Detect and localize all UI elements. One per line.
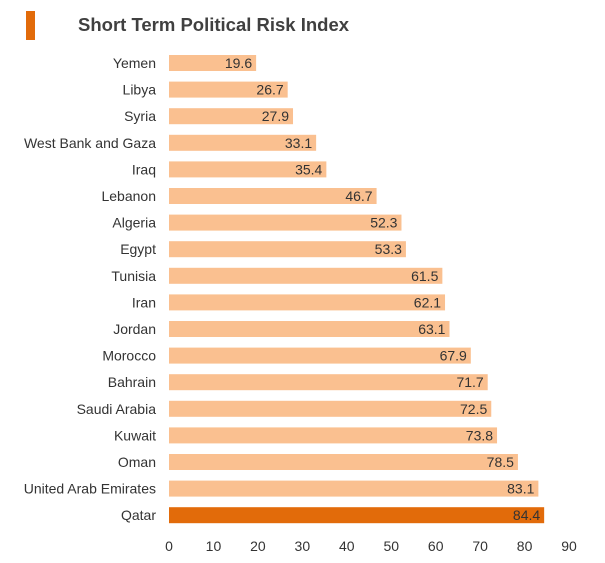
value-label: 35.4 bbox=[295, 161, 322, 177]
value-label: 27.9 bbox=[262, 108, 289, 124]
bar-united-arab-emirates bbox=[169, 480, 539, 497]
x-tick-label: 80 bbox=[517, 538, 533, 554]
category-label: Lebanon bbox=[101, 188, 156, 204]
category-label: Bahrain bbox=[108, 374, 156, 390]
value-label: 26.7 bbox=[256, 82, 283, 98]
category-label: Yemen bbox=[113, 55, 156, 71]
value-label: 67.9 bbox=[440, 348, 467, 364]
category-label: Oman bbox=[118, 454, 156, 470]
bar-oman bbox=[169, 454, 518, 470]
bar-west-bank-and-gaza bbox=[169, 134, 317, 151]
x-tick-label: 0 bbox=[165, 538, 173, 554]
value-label: 33.1 bbox=[285, 135, 312, 151]
category-label: Morocco bbox=[102, 348, 156, 364]
bar-iraq bbox=[169, 161, 327, 178]
value-label: 84.4 bbox=[513, 507, 540, 523]
value-label: 52.3 bbox=[370, 215, 397, 231]
bar-egypt bbox=[169, 241, 406, 258]
value-label: 72.5 bbox=[460, 401, 487, 417]
bar-libya bbox=[169, 81, 288, 98]
bar-kuwait bbox=[169, 427, 498, 444]
bar-tunisia bbox=[169, 267, 443, 284]
x-tick-label: 70 bbox=[472, 538, 488, 554]
x-tick-label: 30 bbox=[295, 538, 311, 554]
bar-bahrain bbox=[169, 374, 488, 391]
x-tick-label: 60 bbox=[428, 538, 444, 554]
value-label: 71.7 bbox=[456, 374, 483, 390]
x-axis-ticks-group: 0 10 20 30 40 50 60 70 80 90 bbox=[165, 538, 577, 554]
bar-morocco bbox=[169, 347, 471, 364]
x-tick-label: 20 bbox=[250, 538, 266, 554]
x-tick-label: 90 bbox=[561, 538, 577, 554]
x-tick-label: 40 bbox=[339, 538, 355, 554]
category-label: Kuwait bbox=[114, 427, 156, 443]
value-label: 53.3 bbox=[375, 241, 402, 257]
category-label: Syria bbox=[124, 108, 156, 124]
category-label: Qatar bbox=[121, 507, 156, 523]
value-label: 19.6 bbox=[225, 55, 252, 71]
category-label: Jordan bbox=[113, 321, 156, 337]
value-label: 63.1 bbox=[418, 321, 445, 337]
bar-syria bbox=[169, 108, 294, 125]
value-label: 78.5 bbox=[487, 454, 514, 470]
bars-group bbox=[169, 55, 545, 524]
x-tick-label: 10 bbox=[206, 538, 222, 554]
value-label: 46.7 bbox=[345, 188, 372, 204]
bar-algeria bbox=[169, 214, 402, 231]
x-tick-label: 50 bbox=[383, 538, 399, 554]
category-label: Algeria bbox=[112, 215, 156, 231]
category-label: Egypt bbox=[120, 241, 156, 257]
value-label: 83.1 bbox=[507, 481, 534, 497]
category-label: West Bank and Gaza bbox=[24, 135, 156, 151]
value-labels-group: 19.626.7 27.9 33.1 35.4 46.7 52.3 53.3 61.5 62.1… bbox=[225, 55, 540, 523]
bar-saudi-arabia bbox=[169, 400, 492, 417]
bar-lebanon bbox=[169, 188, 377, 204]
category-label: Tunisia bbox=[111, 268, 156, 284]
category-labels-group: Yemen Libya Syria West Bank and Gaza Iraq Leb… bbox=[24, 55, 157, 523]
category-label: Iraq bbox=[132, 161, 156, 177]
bar-qatar bbox=[169, 507, 545, 524]
value-label: 61.5 bbox=[411, 268, 438, 284]
category-label: Libya bbox=[123, 82, 157, 98]
value-label: 62.1 bbox=[414, 294, 441, 310]
category-label: United Arab Emirates bbox=[24, 481, 156, 497]
category-label: Saudi Arabia bbox=[77, 401, 157, 417]
bar-yemen bbox=[169, 55, 257, 71]
bar-jordan bbox=[169, 321, 450, 337]
category-label: Iran bbox=[132, 294, 156, 310]
chart-title: Short Term Political Risk Index bbox=[78, 14, 350, 35]
bar-iran bbox=[169, 294, 446, 311]
title-accent-bar bbox=[26, 11, 35, 40]
value-label: 73.8 bbox=[466, 427, 493, 443]
